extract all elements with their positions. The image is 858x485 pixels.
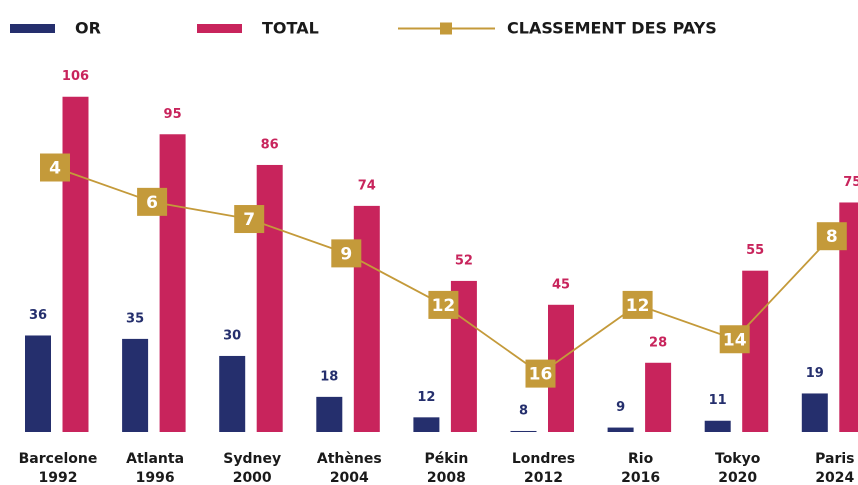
legend-swatch [10,24,55,33]
bar [607,427,634,432]
bar [413,417,440,432]
value-label: 11 [709,393,727,408]
value-label: 19 [806,366,824,381]
x-tick-label-year: 2000 [233,470,272,485]
legend-marker [440,22,452,35]
x-tick-label-year: 2012 [524,470,563,485]
x-tick-label-year: 2004 [330,470,369,485]
value-label: 45 [552,277,570,292]
rank-label: 12 [626,296,650,316]
bar [645,362,672,432]
value-label: 106 [62,69,89,84]
x-tick-label: Atlanta [126,451,184,467]
rank-marker [234,205,265,234]
x-tick-label: Athènes [317,451,382,467]
rank-label: 9 [340,244,352,264]
bar [122,338,149,432]
value-label: 95 [164,107,182,122]
x-tick-label: Barcelone [19,451,98,467]
rank-marker [428,290,459,319]
rank-marker [525,359,556,388]
bar [25,335,51,432]
value-label: 35 [126,311,144,326]
legend-swatch [197,24,242,33]
value-label: 86 [261,137,279,152]
rank-label: 12 [432,296,456,316]
bar [801,393,828,432]
rank-label: 16 [529,365,553,385]
x-tick-label-year: 1992 [39,470,78,485]
rank-label: 7 [243,210,255,230]
value-label: 36 [29,308,47,323]
value-label: 8 [519,403,528,418]
x-tick-label: Sydney [223,451,281,467]
x-tick-label-year: 2008 [427,470,466,485]
bar [256,164,283,432]
rank-label: 4 [49,159,61,179]
bar [159,134,186,432]
bar [316,396,343,432]
value-label: 30 [223,328,241,343]
rank-label: 14 [723,330,747,350]
bar [219,355,246,432]
x-tick-label: Londres [512,451,575,467]
value-label: 74 [358,178,376,193]
x-tick-label-year: 2016 [621,470,660,485]
x-tick-label: Pékin [424,451,468,467]
rank-marker [622,290,653,319]
x-tick-label-year: 2020 [718,470,757,485]
value-label: 52 [455,253,473,268]
rank-marker [40,153,70,182]
rank-marker [331,239,362,268]
legend-label: CLASSEMENT DES PAYS [507,19,717,38]
bar [510,430,537,432]
x-tick-label: Paris [815,451,854,467]
value-label: 9 [616,400,625,415]
bar [704,420,731,432]
rank-label: 6 [146,193,158,213]
rank-marker [137,187,168,216]
x-tick-label-year: 2024 [815,470,854,485]
value-label: 12 [417,390,435,405]
value-label: 55 [746,243,764,258]
rank-marker [816,222,847,251]
value-label: 28 [649,335,667,350]
x-tick-label: Tokyo [715,451,761,467]
x-tick-label-year: 1996 [136,470,175,485]
bar [839,202,858,432]
legend-label: OR [75,19,101,38]
bar [62,96,89,433]
rank-marker [719,325,750,354]
legend-label: TOTAL [262,19,319,38]
rank-label: 8 [826,227,838,247]
x-tick-label: Rio [628,451,654,467]
value-label: 75 [843,175,858,190]
value-label: 18 [320,369,338,384]
